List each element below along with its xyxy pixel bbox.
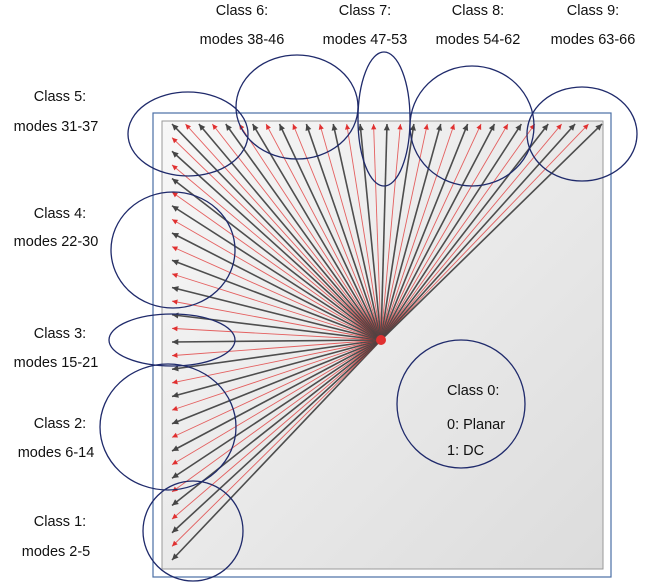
mode-arrow-55 xyxy=(380,123,455,341)
class-ellipse-3 xyxy=(108,313,236,367)
mode-arrow-26 xyxy=(171,232,382,341)
mode-arrow-64 xyxy=(380,123,576,341)
mode-arrow-2 xyxy=(171,339,382,561)
mode-arrow-34 xyxy=(171,123,382,341)
class-1-title: Class 1: xyxy=(34,514,86,530)
class-7-modes: modes 47-53 xyxy=(323,32,408,48)
mode-arrow-18 xyxy=(171,338,382,345)
class-ellipse-7 xyxy=(357,51,411,187)
mode-arrow-56 xyxy=(380,123,469,341)
mode-arrow-10 xyxy=(171,339,382,452)
mode-arrow-37 xyxy=(211,123,382,341)
class-ellipse-5 xyxy=(127,91,249,177)
block-outline xyxy=(152,112,612,578)
mode-arrow-57 xyxy=(380,123,482,341)
class-7-title: Class 7: xyxy=(339,3,391,19)
mode-arrow-60 xyxy=(380,123,523,341)
mode-arrow-59 xyxy=(380,123,509,341)
class-ellipse-1 xyxy=(142,480,244,582)
mode-arrow-6 xyxy=(171,339,382,507)
mode-arrow-17 xyxy=(171,339,382,358)
mode-arrow-24 xyxy=(171,259,382,341)
mode-arrow-58 xyxy=(380,123,496,341)
mode-arrow-8 xyxy=(171,339,382,479)
class-4-title: Class 4: xyxy=(34,206,86,222)
mode-arrow-54 xyxy=(380,123,443,341)
class-ellipse-0 xyxy=(396,339,526,469)
mode-arrow-28 xyxy=(171,205,382,341)
mode-arrow-49 xyxy=(371,123,382,341)
class-2-title: Class 2: xyxy=(34,416,86,432)
mode-arrow-45 xyxy=(318,123,382,341)
mode-arrow-46 xyxy=(331,123,382,341)
mode-arrow-29 xyxy=(171,191,382,341)
mode-arrow-13 xyxy=(171,339,382,411)
mode-arrow-30 xyxy=(171,177,382,341)
class-6-modes: modes 38-46 xyxy=(200,32,285,48)
mode-arrow-53 xyxy=(380,123,429,341)
mode-arrow-50 xyxy=(380,123,390,341)
mode-arrow-33 xyxy=(171,137,382,341)
class-9-modes: modes 63-66 xyxy=(551,32,636,48)
mode-arrow-11 xyxy=(171,339,382,438)
mode-arrow-42 xyxy=(278,123,382,341)
mode-arrow-52 xyxy=(380,123,416,341)
mode-arrow-35 xyxy=(185,123,382,341)
class-ellipse-2 xyxy=(99,363,237,491)
mode-arrow-16 xyxy=(171,339,382,372)
class-labels: Class 9: modes 63-66 Class 8: modes 54-6… xyxy=(14,3,636,560)
mode-arrow-9 xyxy=(171,339,382,466)
mode-arrow-38 xyxy=(225,123,382,341)
mode-arrow-43 xyxy=(292,123,382,341)
mode-arrow-40 xyxy=(251,123,382,341)
class-1-modes: modes 2-5 xyxy=(22,544,91,560)
mode-arrow-21 xyxy=(171,299,382,341)
mode-arrow-36 xyxy=(198,123,382,341)
class-ellipses xyxy=(99,51,638,582)
mode-arrow-41 xyxy=(265,123,382,341)
mode-arrow-31 xyxy=(171,164,382,341)
mode-arrow-65 xyxy=(380,123,589,341)
mode-arrow-47 xyxy=(344,123,382,341)
class-ellipse-4 xyxy=(110,191,236,309)
mode-arrow-63 xyxy=(380,123,563,341)
class-5-modes: modes 31-37 xyxy=(14,119,99,135)
class-ellipse-9 xyxy=(526,86,638,182)
mode-arrow-25 xyxy=(171,246,382,341)
mode-arrow-3 xyxy=(171,339,382,547)
class-0-title: Class 0: xyxy=(447,383,499,399)
mode-arrow-22 xyxy=(171,286,382,341)
class-8-title: Class 8: xyxy=(452,3,504,19)
class-2-modes: modes 6-14 xyxy=(18,445,95,461)
convergence-point xyxy=(376,335,386,345)
mode-arrow-4 xyxy=(171,339,382,534)
mode-arrow-5 xyxy=(171,339,382,520)
mode-arrow-44 xyxy=(305,123,382,341)
mode-arrows xyxy=(171,123,603,561)
class-9-title: Class 9: xyxy=(567,3,619,19)
class-5-title: Class 5: xyxy=(34,89,86,105)
class-0-dc: 1: DC xyxy=(447,443,484,459)
class-4-modes: modes 22-30 xyxy=(14,234,99,250)
mode-arrow-66 xyxy=(380,123,603,341)
class-ellipse-6 xyxy=(235,54,359,160)
mode-arrow-51 xyxy=(380,123,403,341)
mode-arrow-14 xyxy=(171,339,382,398)
class-6-title: Class 6: xyxy=(216,3,268,19)
class-0-planar: 0: Planar xyxy=(447,417,505,433)
mode-arrow-19 xyxy=(171,326,382,341)
mode-arrow-32 xyxy=(171,150,382,341)
mode-arrow-12 xyxy=(171,339,382,425)
class-3-title: Class 3: xyxy=(34,326,86,342)
class-8-modes: modes 54-62 xyxy=(436,32,521,48)
class-3-modes: modes 15-21 xyxy=(14,355,99,371)
mode-arrow-27 xyxy=(171,218,382,341)
mode-arrow-62 xyxy=(380,123,549,341)
mode-arrow-23 xyxy=(171,273,382,341)
